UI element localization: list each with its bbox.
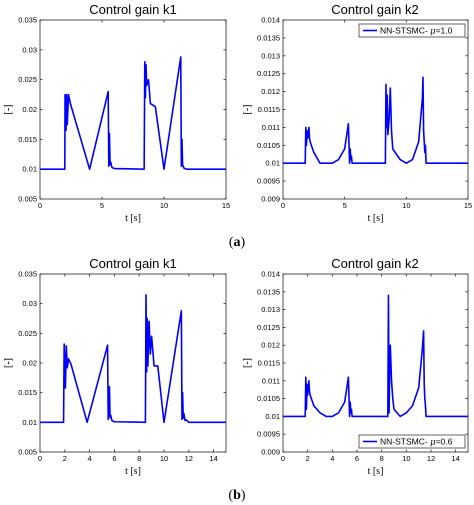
y-tick-label: 0.009	[261, 448, 280, 457]
x-axis-label: t [s]	[368, 213, 384, 224]
legend-label: NN-STSMC- μ=1.0	[380, 26, 453, 37]
y-axis-label: [-]	[242, 358, 253, 368]
x-tick-label: 10	[160, 454, 168, 463]
y-tick-label: 0.014	[261, 16, 280, 25]
y-axis-label: [-]	[3, 358, 14, 368]
x-tick-label: 8	[137, 454, 141, 463]
chart-panel-1: Control gain k1 0 5 10 15 0.005 0.01 0.015 0.02 0…	[3, 2, 230, 224]
x-tick-label: 0	[38, 454, 42, 463]
x-tick-label: 6	[112, 454, 116, 463]
y-tick-label: 0.01	[22, 165, 37, 174]
y-tick-label: 0.015	[18, 135, 37, 144]
y-tick-label: 0.01	[265, 159, 280, 168]
caption-b: (b)	[228, 488, 245, 503]
y-axis-label: [-]	[242, 105, 253, 115]
y-tick-label: 0.012	[261, 341, 280, 350]
y-tick-label: 0.0095	[257, 430, 280, 439]
y-tick-label: 0.01	[22, 418, 37, 427]
y-tick-label: 0.0095	[257, 177, 280, 186]
chart-panel-3: Control gain k1 0 2 4 6 8 10 12 14 0.005 0.01 0.015…	[3, 256, 227, 477]
x-axis-label: t [s]	[368, 466, 384, 477]
x-tick-label: 6	[355, 454, 359, 463]
x-tick-label: 15	[464, 201, 472, 210]
y-tick-label: 0.005	[18, 448, 37, 457]
chart-panel-4: Control gain k2 0 2 4 6 8 10 12 14 0.009 0.0095 0.0…	[242, 256, 469, 477]
y-tick-label: 0.02	[22, 105, 37, 114]
chart-title: Control gain k1	[89, 256, 176, 271]
y-tick-label: 0.013	[261, 305, 280, 314]
x-tick-label: 12	[185, 454, 193, 463]
y-tick-label: 0.015	[18, 388, 37, 397]
x-tick-label: 8	[380, 454, 384, 463]
y-tick-label: 0.03	[22, 45, 37, 54]
chart-title: Control gain k2	[331, 256, 418, 271]
y-tick-label: 0.0115	[258, 359, 280, 368]
y-tick-label: 0.012	[261, 87, 280, 96]
x-tick-label: 14	[209, 454, 217, 463]
x-tick-label: 4	[330, 454, 334, 463]
x-tick-label: 10	[402, 454, 410, 463]
legend-label: NN-STSMC- μ=0.6	[380, 437, 453, 448]
y-tick-label: 0.0125	[257, 69, 280, 78]
plot-frame	[282, 273, 469, 453]
y-tick-label: 0.025	[18, 329, 37, 338]
y-tick-label: 0.01	[265, 412, 280, 421]
y-tick-label: 0.0105	[257, 394, 280, 403]
y-tick-label: 0.005	[18, 195, 37, 204]
x-tick-label: 2	[306, 454, 310, 463]
y-tick-label: 0.011	[262, 123, 280, 132]
x-tick-label: 15	[222, 201, 230, 210]
y-axis-label: [-]	[3, 105, 14, 115]
legend-box	[358, 23, 466, 38]
y-tick-label: 0.011	[262, 376, 280, 385]
series-line-1	[283, 76, 468, 164]
y-tick-label: 0.035	[18, 16, 37, 25]
series-line-1	[40, 293, 226, 424]
legend: NN-STSMC- μ=0.6	[358, 434, 466, 449]
y-tick-label: 0.0135	[257, 33, 280, 42]
x-tick-label: 12	[427, 454, 435, 463]
x-tick-label: 10	[402, 201, 410, 210]
chart-title: Control gain k2	[331, 2, 418, 17]
y-tick-label: 0.0135	[257, 287, 280, 296]
plot-frame	[282, 19, 469, 200]
legend-box	[358, 434, 466, 449]
y-tick-label: 0.0115	[258, 105, 280, 114]
y-tick-label: 0.03	[22, 299, 37, 308]
x-tick-label: 0	[281, 454, 285, 463]
x-tick-label: 5	[100, 201, 104, 210]
x-tick-label: 10	[160, 201, 168, 210]
y-tick-label: 0.02	[22, 359, 37, 368]
series-line-1	[40, 56, 226, 170]
x-tick-label: 0	[38, 201, 42, 210]
x-tick-label: 4	[88, 454, 92, 463]
chart-panel-2: Control gain k2 0 5 10 15 0.009 0.0095 0.01 0.01…	[242, 2, 472, 224]
chart-title: Control gain k1	[89, 2, 176, 17]
x-tick-label: 14	[451, 454, 459, 463]
x-tick-label: 2	[63, 454, 67, 463]
y-tick-label: 0.014	[261, 270, 280, 279]
x-tick-label: 0	[281, 201, 285, 210]
y-tick-label: 0.0105	[257, 141, 280, 150]
x-axis-label: t [s]	[125, 213, 141, 224]
y-tick-label: 0.035	[18, 270, 37, 279]
legend: NN-STSMC- μ=1.0	[358, 23, 466, 38]
y-tick-label: 0.013	[261, 51, 280, 60]
series-line-1	[283, 294, 468, 418]
x-tick-label: 5	[343, 201, 347, 210]
y-tick-label: 0.009	[261, 195, 280, 204]
x-axis-label: t [s]	[125, 466, 141, 477]
caption-a: (a)	[229, 235, 246, 250]
y-tick-label: 0.0125	[257, 323, 280, 332]
y-tick-label: 0.025	[18, 75, 37, 84]
